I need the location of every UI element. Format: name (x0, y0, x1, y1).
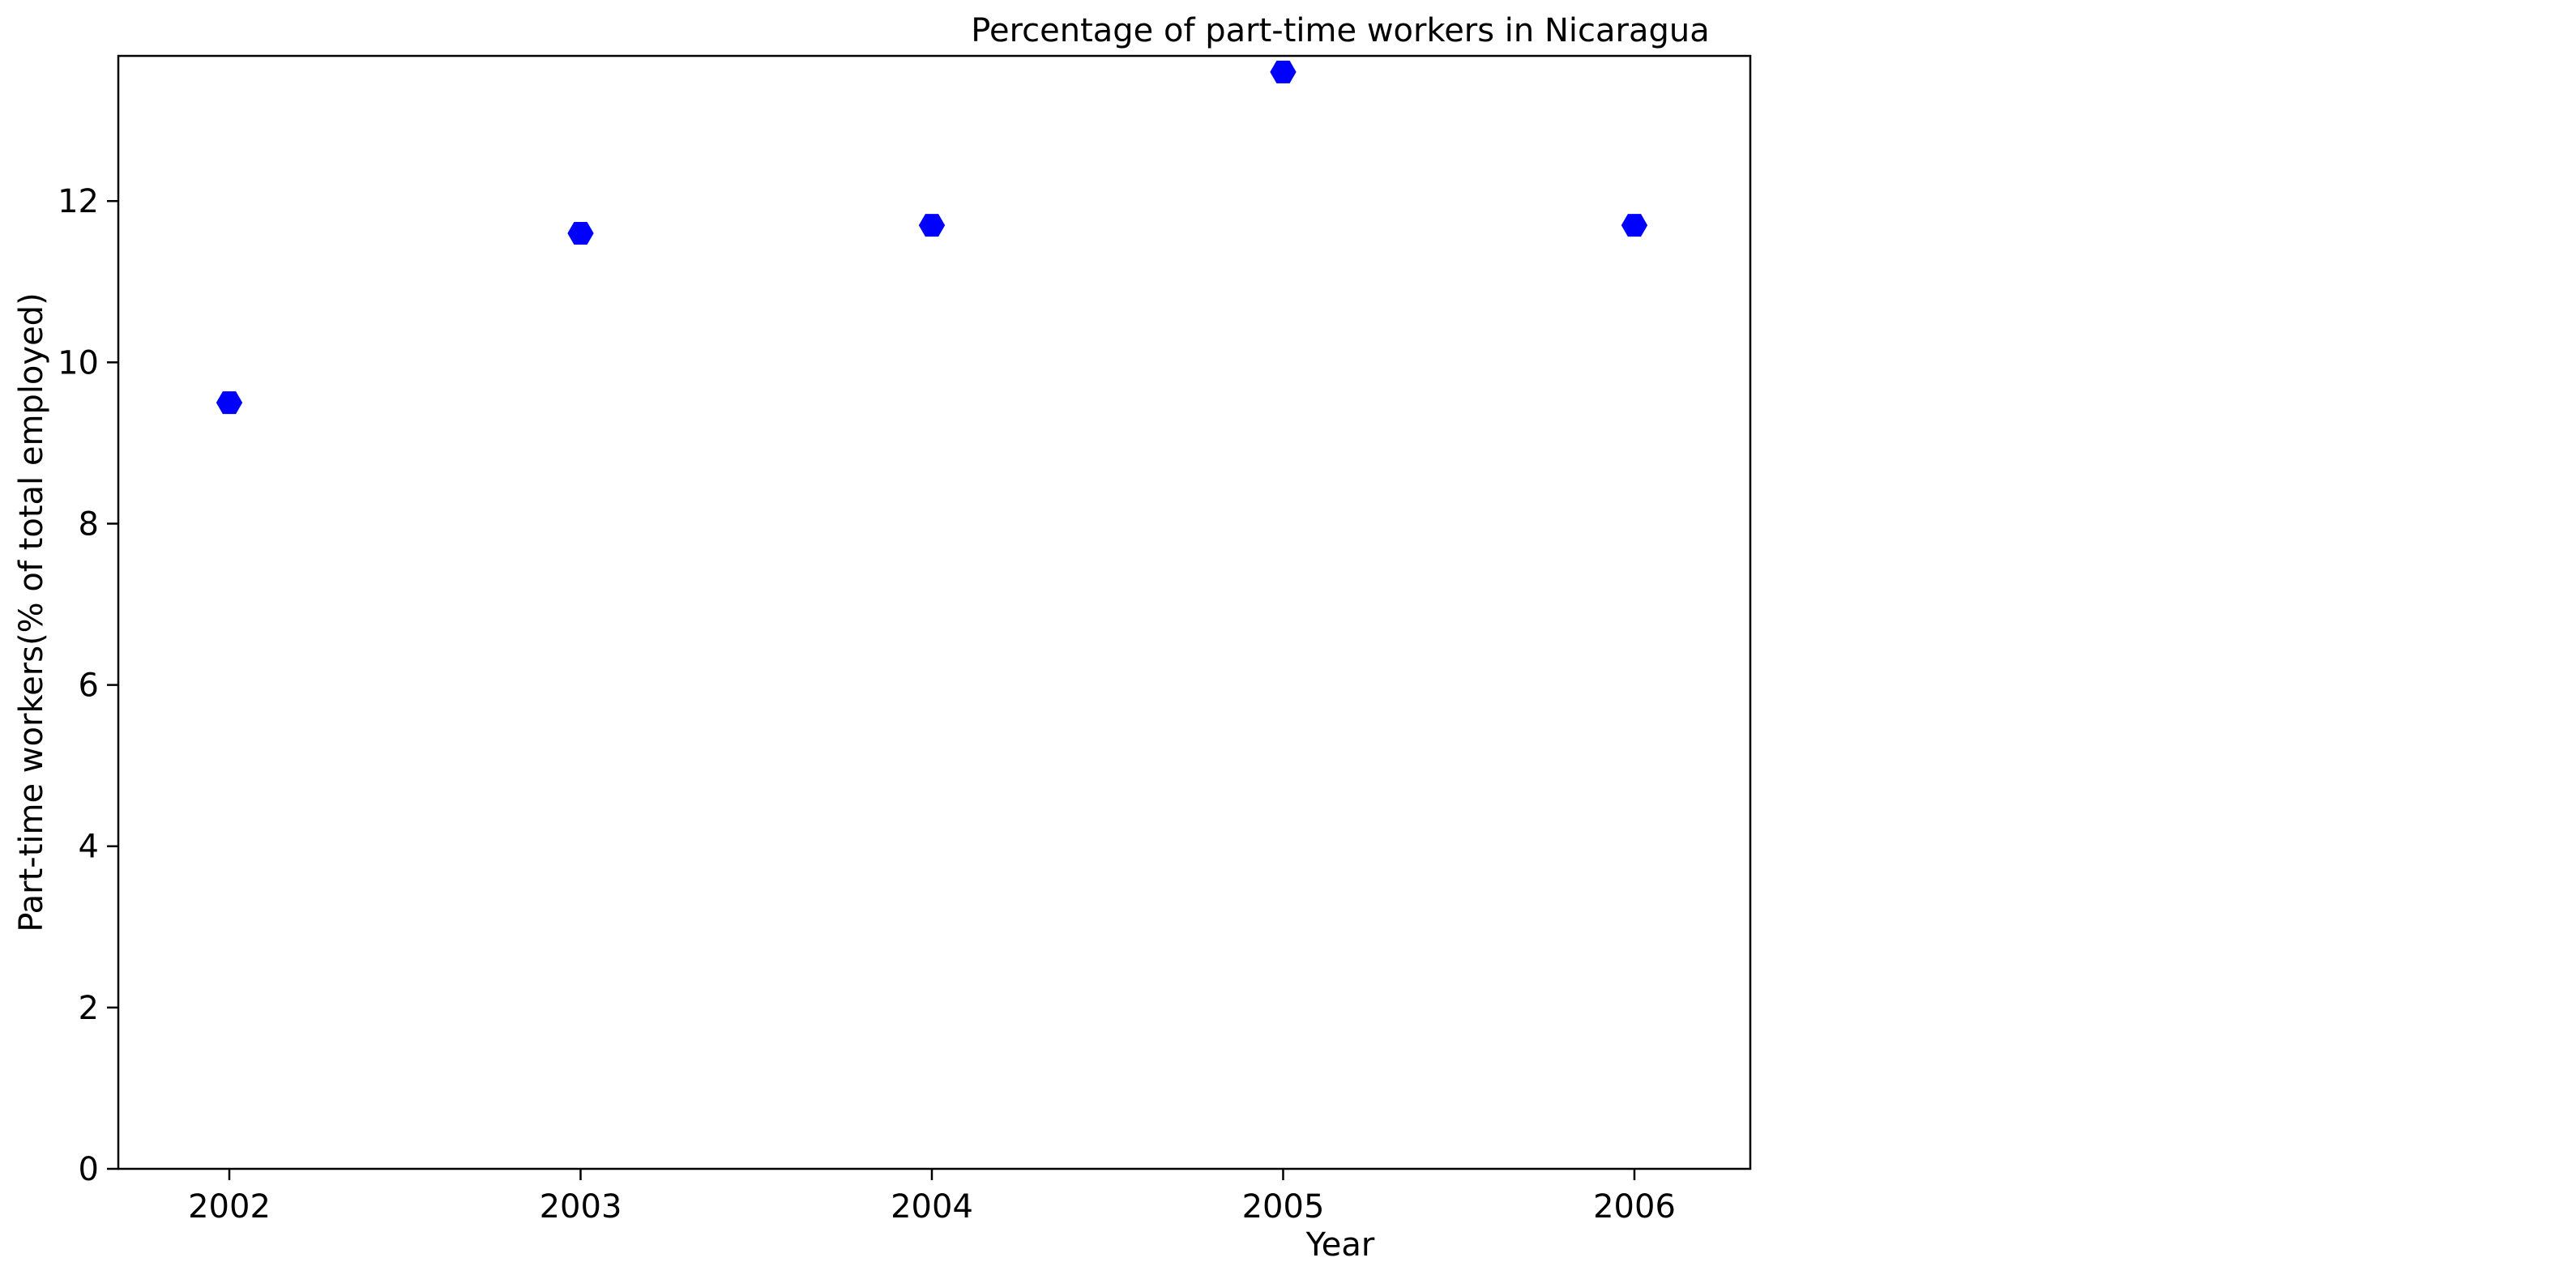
data-point (1621, 214, 1648, 237)
data-point (216, 391, 243, 415)
x-tick-label: 2004 (891, 1188, 973, 1226)
x-axis-label: Year (1305, 1226, 1375, 1264)
data-point (1270, 60, 1297, 83)
y-tick-label: 8 (79, 505, 99, 543)
data-point (918, 214, 946, 237)
x-tick-label: 2006 (1593, 1188, 1676, 1226)
plot-area (117, 54, 1752, 1170)
x-axis: 2002 2003 2004 2005 2006 (188, 1169, 1676, 1226)
y-axis-label: Part-time workers(% of total employed) (13, 292, 50, 932)
y-tick-label: 12 (58, 183, 99, 220)
data-point (567, 222, 594, 245)
y-tick-label: 2 (79, 990, 99, 1027)
x-tick-label: 2005 (1242, 1188, 1325, 1226)
y-tick-label: 10 (58, 344, 99, 382)
x-tick-label: 2002 (188, 1188, 271, 1226)
y-axis: 0 2 4 6 8 10 12 (58, 183, 118, 1188)
data-points (216, 60, 1648, 415)
y-tick-label: 4 (79, 829, 99, 866)
x-tick-label: 2003 (540, 1188, 622, 1226)
chart-title: Percentage of part-time workers in Nicar… (971, 12, 1709, 49)
y-tick-label: 6 (79, 667, 99, 705)
y-tick-label: 0 (79, 1151, 99, 1188)
